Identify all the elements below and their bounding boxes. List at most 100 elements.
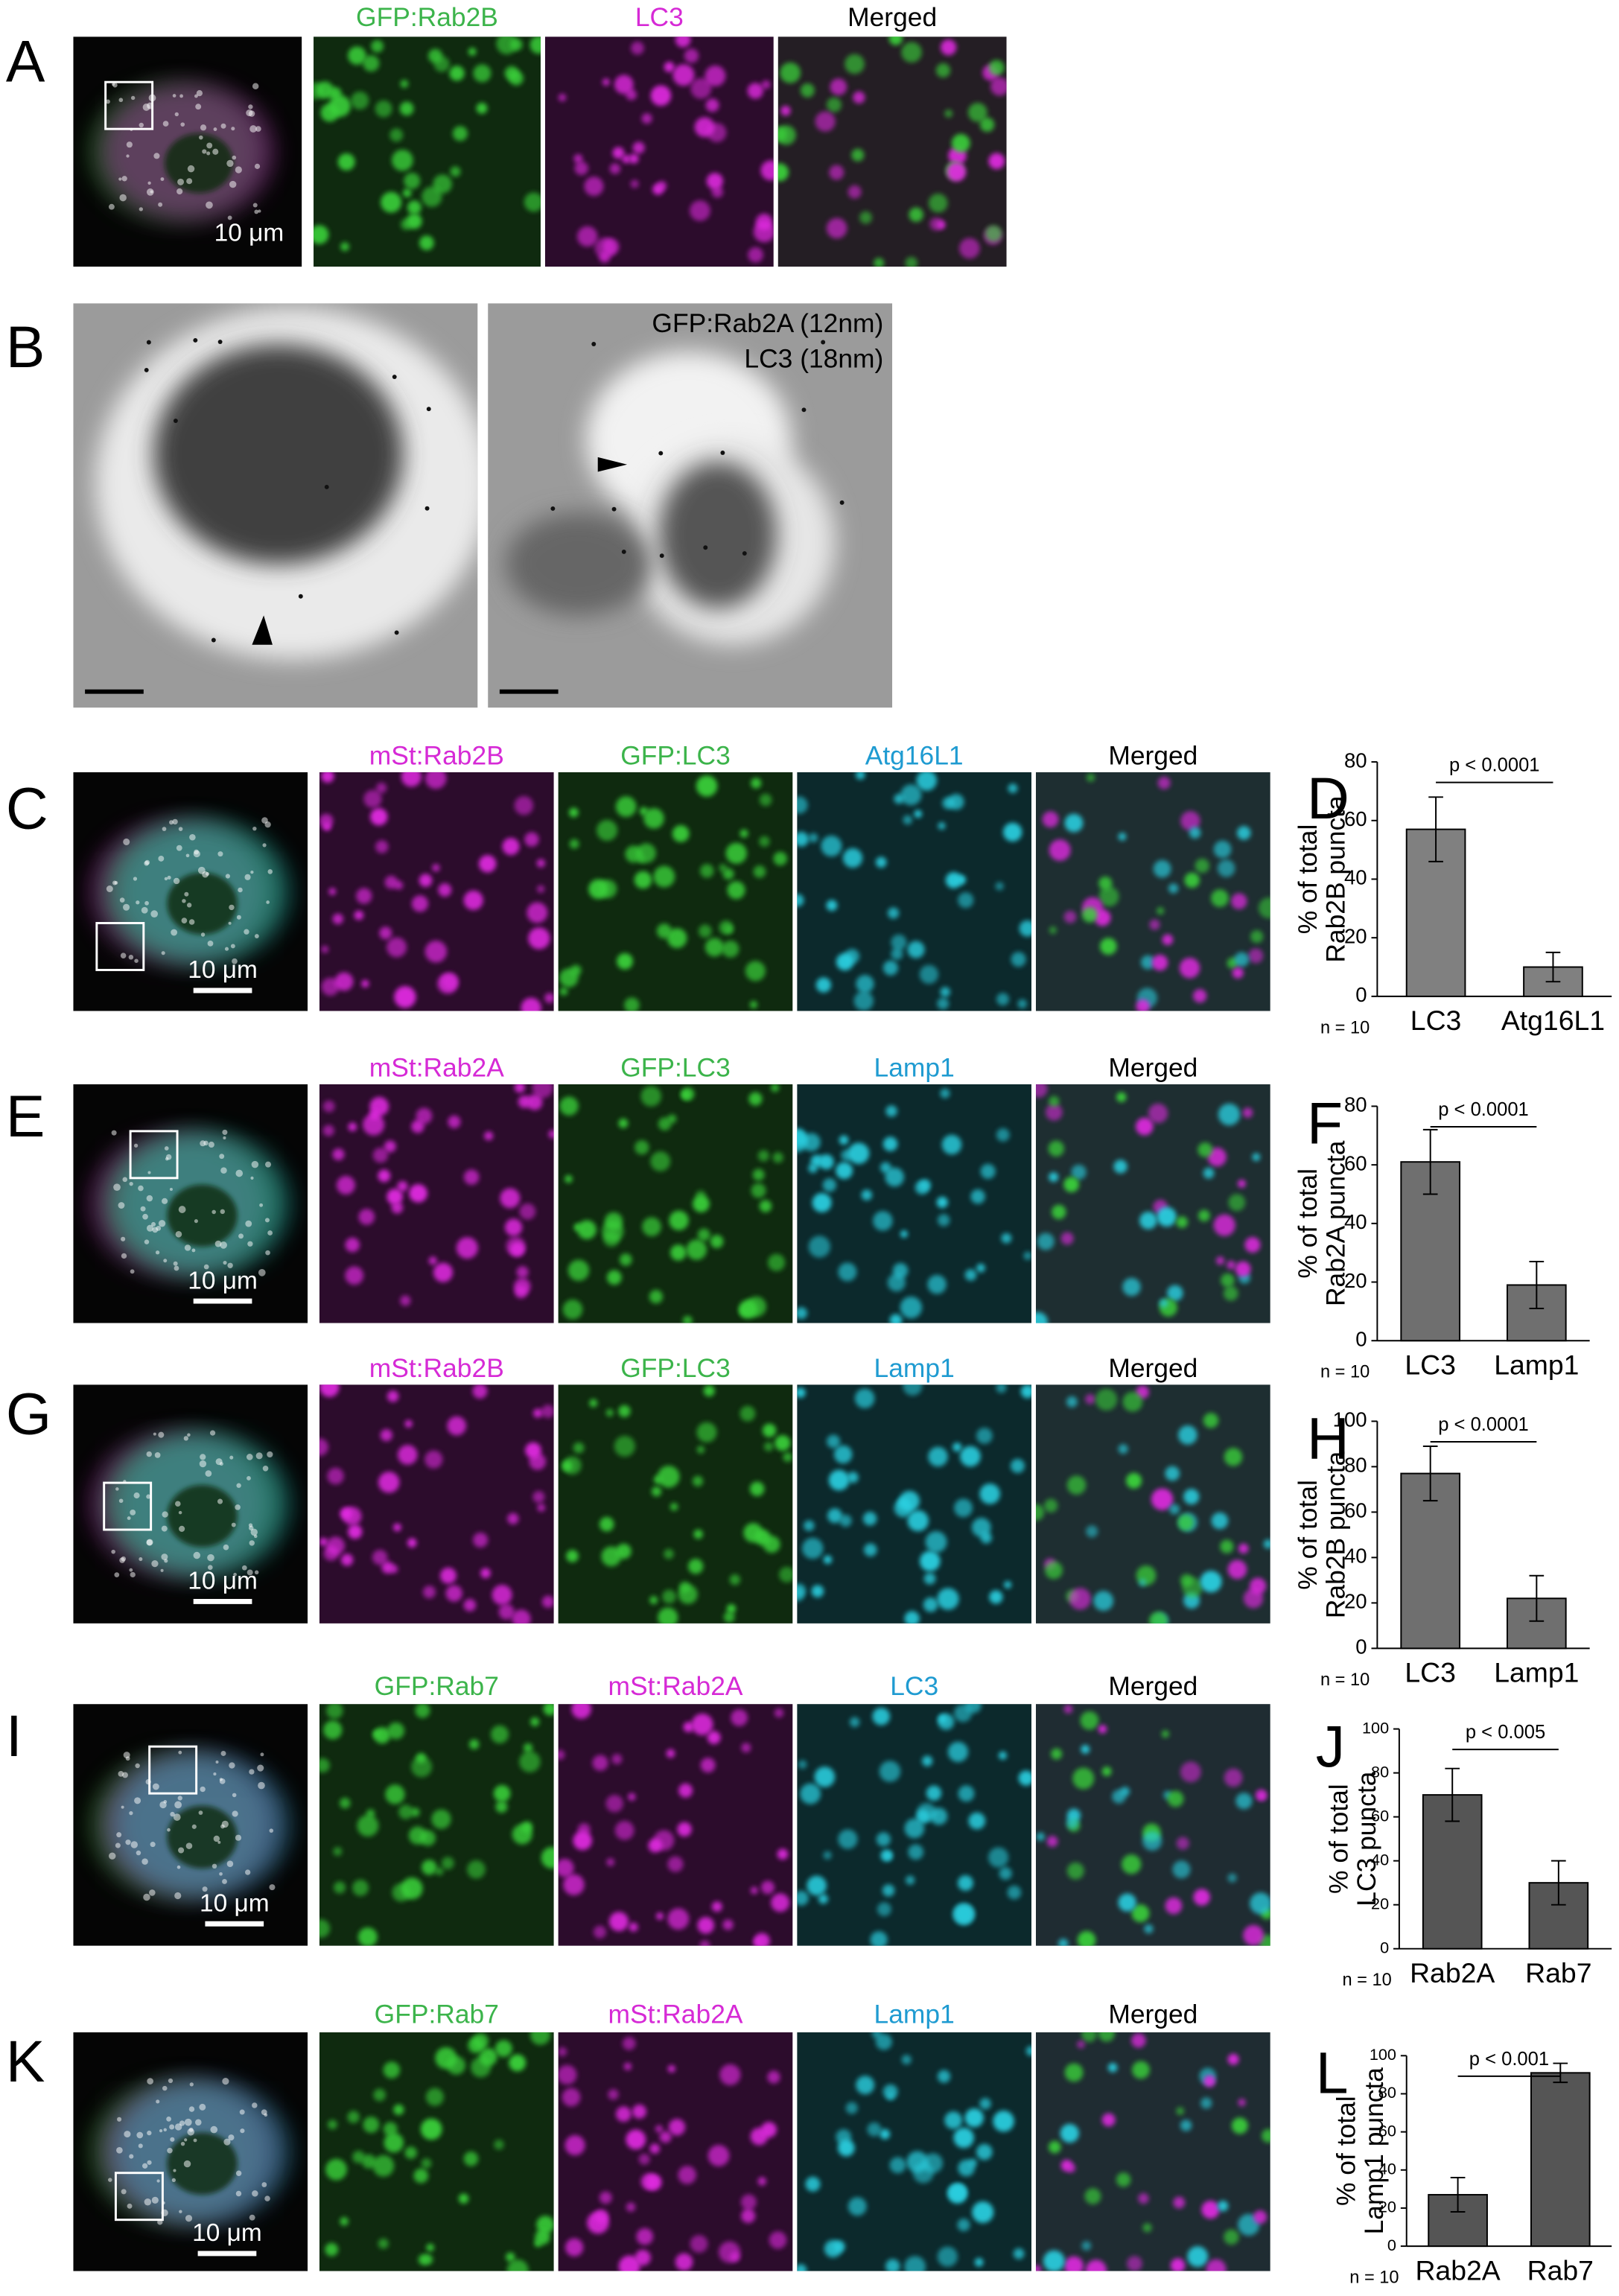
punctum [833,1445,853,1464]
punctum [707,122,727,142]
punctum [173,877,180,885]
gold-particle [720,451,725,455]
punctum [495,1801,508,1813]
punctum [1217,859,1235,877]
punctum [1203,2075,1216,2087]
punctum [219,1778,223,1781]
punctum [904,1611,920,1624]
punctum [903,815,913,825]
punctum [995,882,1004,891]
punctum [937,1214,950,1227]
punctum [254,1570,259,1575]
punctum [251,1160,259,1168]
punctum [472,2032,489,2049]
punctum [1045,1104,1063,1121]
punctum [640,2173,658,2190]
punctum [722,940,739,958]
punctum [797,831,809,847]
punctum [385,1784,405,1804]
punctum [875,2033,892,2050]
punctum [536,2216,554,2234]
punctum [536,859,546,868]
gold-particle [324,485,329,489]
punctum [760,1880,775,1895]
punctum [1227,2053,1239,2065]
punctum [700,864,714,878]
punctum [704,938,724,957]
punctum [993,2111,1014,2132]
punctum [711,1901,722,1912]
haze [558,2032,793,2271]
punctum [255,1452,263,1460]
haze [797,772,1032,1011]
punctum [524,832,539,847]
punctum [118,98,124,103]
punctum [990,77,1007,96]
punctum [408,1826,427,1845]
punctum [1101,1766,1112,1776]
punctum [1228,1194,1246,1212]
punctum [247,1241,253,1247]
punctum [397,1180,408,1192]
punctum [1183,1489,1200,1505]
panel-letter: D [1307,766,1349,831]
punctum [838,1262,857,1282]
punctum [667,1856,684,1872]
punctum [730,2251,740,2262]
punctum [401,772,422,787]
punctum [899,1490,920,1512]
haze [319,1384,554,1624]
punctum [759,793,772,807]
y-tick-label: 40 [1344,1210,1367,1233]
punctum [569,839,579,849]
punctum [316,81,334,99]
punctum [174,1501,181,1507]
punctum [666,1749,675,1758]
punctum [1002,822,1022,842]
punctum [244,929,249,935]
punctum [669,1502,678,1511]
y-tick-label: 40 [1344,1545,1367,1568]
punctum [163,2128,167,2132]
punctum [759,1200,772,1212]
punctum [191,1248,196,1253]
punctum [592,1755,608,1771]
punctum [1195,858,1209,874]
punctum [880,2128,891,2140]
punctum [690,2235,708,2253]
punctum [1218,1103,1241,1126]
punctum [940,39,957,56]
punctum [923,1572,936,1585]
punctum [562,2087,581,2107]
punctum [1035,1504,1045,1521]
punctum [119,897,125,903]
punctum [211,1863,217,1869]
punctum [903,1384,923,1396]
punctum [332,913,343,925]
punctum [907,941,925,958]
gold-particle [298,594,303,599]
punctum [123,903,130,911]
punctum [179,94,183,98]
punctum [208,1141,214,1148]
punctum [179,1525,185,1532]
punctum [238,1233,244,1239]
punctum [178,827,183,831]
punctum [1118,832,1127,841]
punctum [815,111,836,132]
punctum [176,845,182,851]
punctum [727,881,745,900]
punctum [1207,1147,1227,1167]
punctum [147,181,151,185]
punctum [173,1813,181,1821]
bar [1400,1472,1461,1650]
punctum [705,98,719,112]
punctum [940,987,950,997]
punctum [473,1532,489,1548]
roi-box [103,1481,153,1531]
punctum [631,41,644,55]
punctum [384,2132,404,2153]
punctum [1071,1164,1087,1180]
punctum [1252,1153,1261,1162]
punctum [874,258,885,267]
